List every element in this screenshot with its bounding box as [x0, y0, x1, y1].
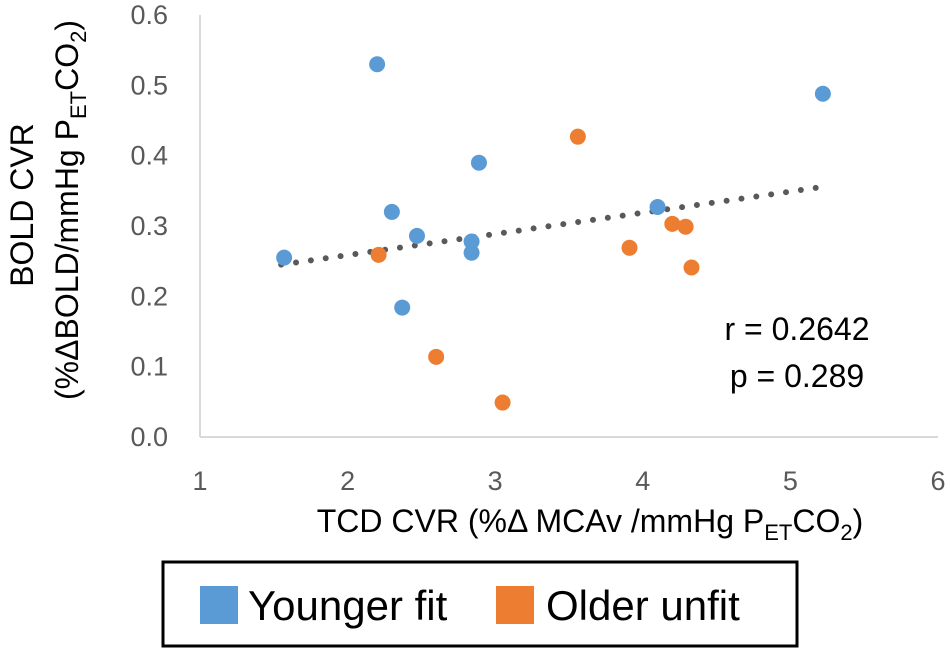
y-tick-label: 0.6 — [130, 0, 168, 30]
data-point-younger-fit — [394, 299, 411, 316]
data-point-younger-fit — [463, 233, 480, 250]
x-tick-label: 4 — [635, 466, 650, 496]
x-tick-label: 1 — [192, 466, 207, 496]
x-tick-labels: 1 2 3 4 5 6 — [192, 466, 945, 496]
legend-swatch-younger-fit — [200, 586, 238, 624]
data-point-older-unfit — [494, 394, 511, 411]
y-axis-title-line2-sub2: 2 — [66, 31, 91, 43]
legend-label-younger-fit: Younger fit — [248, 582, 448, 629]
data-point-older-unfit — [664, 215, 681, 232]
data-point-younger-fit — [649, 199, 666, 216]
y-tick-label: 0.5 — [130, 70, 168, 100]
x-tick-label: 5 — [783, 466, 798, 496]
x-axis-title-after: CO — [792, 503, 840, 539]
data-point-older-unfit — [677, 218, 694, 235]
x-axis-title-sub2: 2 — [840, 520, 852, 545]
legend-border — [161, 560, 799, 648]
data-points-layer — [276, 56, 831, 411]
y-axis-title-line2-sub: ET — [66, 91, 91, 119]
x-axis-title: TCD CVR (%Δ MCAv /mmHg PETCO2) — [317, 503, 864, 545]
y-axis-title-line2-main: (%ΔBOLD/mmHg P — [49, 119, 85, 400]
y-tick-label: 0.4 — [130, 141, 168, 171]
y-tick-label: 0.2 — [130, 281, 168, 311]
y-axis-title-line1: BOLD CVR — [4, 123, 40, 287]
r-value-annotation: r = 0.2642 — [725, 311, 870, 347]
x-axis-title-sub: ET — [764, 520, 792, 545]
y-axis-title-line2: (%ΔBOLD/mmHg PETCO2) — [49, 20, 91, 400]
data-point-older-unfit — [428, 348, 445, 365]
y-tick-label: 0.0 — [130, 422, 168, 452]
x-axis-title-main: TCD CVR (%Δ MCAv /mmHg P — [317, 503, 764, 539]
trendline-layer — [278, 184, 823, 268]
legend-swatch-older-unfit — [496, 586, 534, 624]
x-tick-label: 2 — [340, 466, 355, 496]
y-axis-title-line2-close: ) — [49, 20, 85, 31]
x-tick-label: 3 — [488, 466, 503, 496]
data-point-older-unfit — [569, 128, 586, 145]
y-tick-label: 0.3 — [130, 211, 168, 241]
x-tick-label: 6 — [930, 466, 945, 496]
data-point-older-unfit — [683, 259, 700, 276]
data-point-younger-fit — [383, 203, 400, 220]
data-point-younger-fit — [814, 85, 831, 102]
y-tick-labels: 0.0 0.1 0.2 0.3 0.4 0.5 0.6 — [130, 0, 168, 452]
data-point-younger-fit — [463, 244, 480, 261]
y-axis-title-line2-after: CO — [49, 43, 85, 91]
trendline — [278, 184, 823, 268]
legend: Younger fit Older unfit — [161, 560, 799, 648]
data-point-younger-fit — [276, 249, 293, 266]
p-value-annotation: p = 0.289 — [730, 358, 864, 394]
x-axis-title-close: ) — [853, 503, 864, 539]
data-point-younger-fit — [470, 154, 487, 171]
data-point-older-unfit — [370, 246, 387, 263]
data-point-younger-fit — [369, 56, 386, 73]
data-point-younger-fit — [408, 227, 425, 244]
data-point-older-unfit — [621, 239, 638, 256]
legend-label-older-unfit: Older unfit — [546, 582, 740, 629]
y-tick-label: 0.1 — [130, 352, 168, 382]
